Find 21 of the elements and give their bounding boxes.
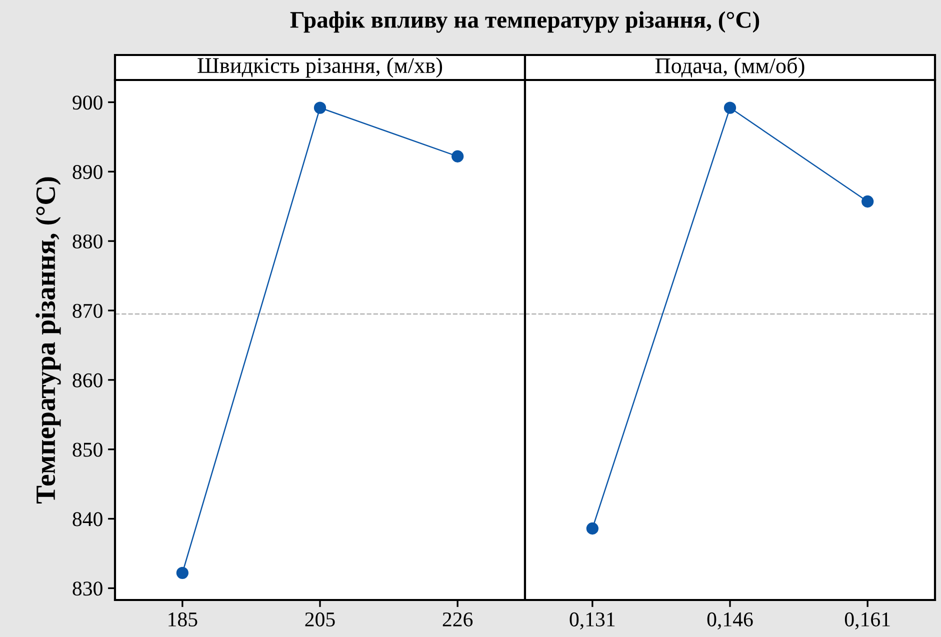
point	[452, 150, 464, 162]
x-tick-label: 0,131	[570, 612, 615, 630]
x-tick-label: 0,161	[844, 612, 890, 630]
point	[176, 566, 188, 579]
chart-title: Графік впливу на температуру різання, (°C)	[290, 11, 760, 33]
y-tick-label: 870	[72, 304, 102, 318]
x-tick-label: 226	[442, 612, 473, 626]
y-tick-label: 900	[72, 96, 102, 110]
y-tick-label: 880	[72, 234, 102, 248]
y-tick-label: 860	[72, 373, 102, 388]
x-tick-label: 185	[168, 612, 198, 626]
y-tick-label: 850	[72, 442, 102, 457]
y-axis-title: Температура різання, (°C)	[36, 177, 61, 504]
y-tick-label: 830	[72, 582, 102, 596]
chart-subtitle: Подача, (мм/об)	[655, 57, 804, 78]
y-tick-label: 840	[72, 512, 102, 526]
point	[314, 102, 326, 114]
y-tick-label: 890	[72, 165, 102, 180]
chart-subtitle: Швидкість різання, (м/хв)	[198, 57, 442, 78]
x-tick-label: 205	[305, 612, 335, 626]
x-tick-label: 0,146	[707, 612, 753, 630]
